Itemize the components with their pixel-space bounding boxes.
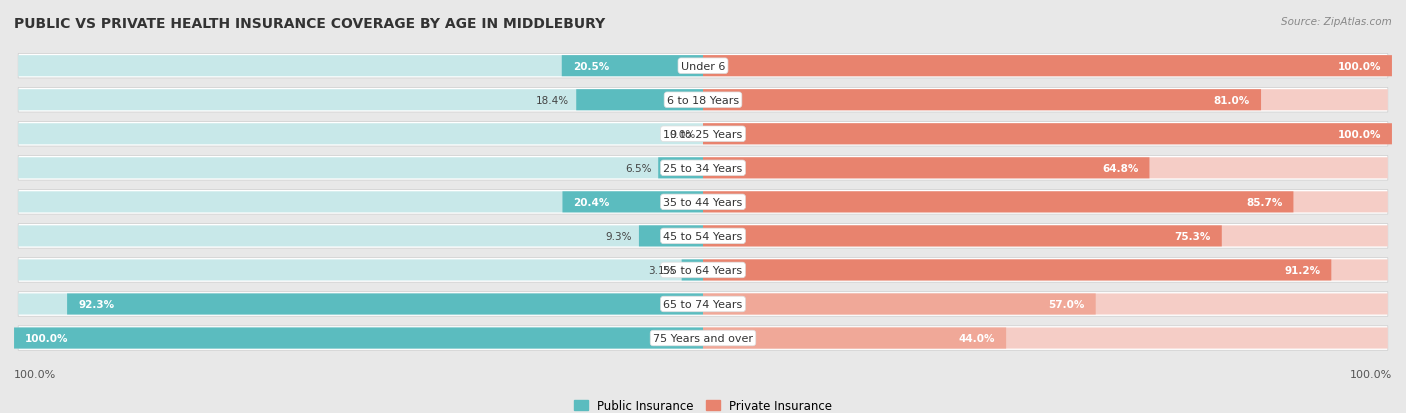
FancyBboxPatch shape — [18, 190, 1388, 215]
FancyBboxPatch shape — [703, 158, 1150, 179]
Text: 75 Years and over: 75 Years and over — [652, 333, 754, 343]
Text: 9.3%: 9.3% — [606, 231, 633, 241]
FancyBboxPatch shape — [18, 258, 1388, 282]
Text: 92.3%: 92.3% — [79, 299, 114, 309]
FancyBboxPatch shape — [703, 260, 1388, 281]
Text: 20.4%: 20.4% — [574, 197, 610, 207]
Text: 100.0%: 100.0% — [1337, 129, 1381, 140]
FancyBboxPatch shape — [703, 124, 1388, 145]
FancyBboxPatch shape — [18, 156, 1388, 180]
Text: 20.5%: 20.5% — [572, 62, 609, 71]
Text: 35 to 44 Years: 35 to 44 Years — [664, 197, 742, 207]
Text: 75.3%: 75.3% — [1174, 231, 1211, 241]
FancyBboxPatch shape — [703, 90, 1388, 111]
FancyBboxPatch shape — [18, 56, 703, 77]
FancyBboxPatch shape — [18, 326, 1388, 350]
FancyBboxPatch shape — [703, 294, 1095, 315]
FancyBboxPatch shape — [18, 88, 1388, 113]
Text: 100.0%: 100.0% — [14, 369, 56, 379]
Text: 18.4%: 18.4% — [536, 95, 569, 105]
FancyBboxPatch shape — [703, 56, 1388, 77]
FancyBboxPatch shape — [576, 90, 703, 111]
FancyBboxPatch shape — [658, 158, 703, 179]
Text: 3.1%: 3.1% — [648, 265, 675, 275]
FancyBboxPatch shape — [703, 56, 1392, 77]
FancyBboxPatch shape — [18, 294, 703, 315]
FancyBboxPatch shape — [703, 226, 1222, 247]
Text: 25 to 34 Years: 25 to 34 Years — [664, 164, 742, 173]
FancyBboxPatch shape — [18, 55, 1388, 79]
FancyBboxPatch shape — [703, 328, 1007, 349]
Text: 0.0%: 0.0% — [669, 129, 696, 140]
Text: 55 to 64 Years: 55 to 64 Years — [664, 265, 742, 275]
Text: 6.5%: 6.5% — [624, 164, 651, 173]
FancyBboxPatch shape — [18, 226, 703, 247]
Text: Under 6: Under 6 — [681, 62, 725, 71]
FancyBboxPatch shape — [18, 224, 1388, 249]
FancyBboxPatch shape — [14, 328, 703, 349]
Legend: Public Insurance, Private Insurance: Public Insurance, Private Insurance — [569, 394, 837, 413]
FancyBboxPatch shape — [18, 124, 703, 145]
Text: 81.0%: 81.0% — [1213, 95, 1250, 105]
FancyBboxPatch shape — [638, 226, 703, 247]
FancyBboxPatch shape — [18, 292, 1388, 316]
Text: 100.0%: 100.0% — [25, 333, 69, 343]
Text: PUBLIC VS PRIVATE HEALTH INSURANCE COVERAGE BY AGE IN MIDDLEBURY: PUBLIC VS PRIVATE HEALTH INSURANCE COVER… — [14, 17, 606, 31]
FancyBboxPatch shape — [703, 90, 1261, 111]
Text: 85.7%: 85.7% — [1246, 197, 1282, 207]
FancyBboxPatch shape — [67, 294, 703, 315]
Text: 91.2%: 91.2% — [1284, 265, 1320, 275]
Text: 65 to 74 Years: 65 to 74 Years — [664, 299, 742, 309]
FancyBboxPatch shape — [562, 192, 703, 213]
FancyBboxPatch shape — [703, 192, 1388, 213]
Text: 6 to 18 Years: 6 to 18 Years — [666, 95, 740, 105]
FancyBboxPatch shape — [18, 192, 703, 213]
Text: 45 to 54 Years: 45 to 54 Years — [664, 231, 742, 241]
Text: Source: ZipAtlas.com: Source: ZipAtlas.com — [1281, 17, 1392, 26]
FancyBboxPatch shape — [703, 158, 1388, 179]
FancyBboxPatch shape — [703, 192, 1294, 213]
Text: 64.8%: 64.8% — [1102, 164, 1139, 173]
Text: 44.0%: 44.0% — [959, 333, 995, 343]
FancyBboxPatch shape — [18, 90, 703, 111]
FancyBboxPatch shape — [18, 158, 703, 179]
Text: 100.0%: 100.0% — [1350, 369, 1392, 379]
FancyBboxPatch shape — [18, 122, 1388, 147]
FancyBboxPatch shape — [18, 260, 703, 281]
Text: 100.0%: 100.0% — [1337, 62, 1381, 71]
FancyBboxPatch shape — [682, 260, 703, 281]
FancyBboxPatch shape — [703, 124, 1392, 145]
FancyBboxPatch shape — [703, 328, 1388, 349]
FancyBboxPatch shape — [703, 260, 1331, 281]
FancyBboxPatch shape — [703, 226, 1388, 247]
FancyBboxPatch shape — [562, 56, 703, 77]
FancyBboxPatch shape — [703, 294, 1388, 315]
Text: 57.0%: 57.0% — [1049, 299, 1084, 309]
Text: 19 to 25 Years: 19 to 25 Years — [664, 129, 742, 140]
FancyBboxPatch shape — [18, 328, 703, 349]
